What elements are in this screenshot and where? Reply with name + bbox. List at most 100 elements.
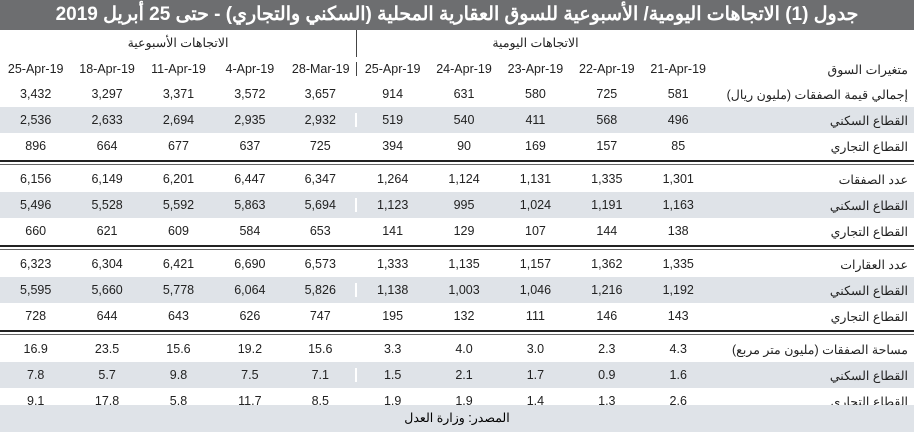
table-body: 3,432 3,297 3,371 3,572 3,657 914 631 580 725 581… bbox=[0, 81, 914, 414]
daily-value: 2.1 bbox=[455, 368, 473, 382]
weekly-date-header: 25-Apr-19 bbox=[7, 62, 64, 76]
group-separator bbox=[0, 160, 914, 165]
weekly-value: 2,932 bbox=[286, 113, 357, 127]
daily-value: 1,135 bbox=[448, 257, 480, 271]
daily-value: 2.6 bbox=[669, 394, 687, 408]
weekly-value: 6,573 bbox=[286, 257, 357, 271]
weekly-value: 5.8 bbox=[169, 394, 188, 408]
daily-value: 146 bbox=[596, 309, 618, 323]
table-row: 728 644 643 626 747 195 132 111 146 143 القطاع الت… bbox=[0, 303, 914, 329]
daily-value: 107 bbox=[525, 224, 546, 238]
weekly-value: 725 bbox=[286, 139, 357, 153]
daily-date-header: 23-Apr-19 bbox=[507, 62, 564, 76]
weekly-value: 653 bbox=[286, 224, 357, 238]
daily-value: 631 bbox=[453, 87, 475, 101]
daily-date-header: 24-Apr-19 bbox=[436, 62, 492, 76]
daily-value: 1,131 bbox=[519, 172, 552, 186]
weekly-value: 15.6 bbox=[166, 342, 191, 356]
weekly-value: 7.1 bbox=[286, 368, 357, 382]
weekly-value: 3,371 bbox=[162, 87, 195, 101]
weekly-value: 609 bbox=[168, 224, 189, 238]
weekly-value: 896 bbox=[25, 139, 47, 153]
weekly-value: 7.8 bbox=[27, 368, 45, 382]
weekly-value: 747 bbox=[286, 309, 357, 323]
weekly-value: 11.7 bbox=[238, 394, 262, 408]
weekly-value: 6,156 bbox=[20, 172, 52, 186]
daily-value: 1,192 bbox=[662, 283, 694, 297]
group-header-row: الاتجاهات الأسبوعية الاتجاهات اليومية bbox=[0, 30, 914, 57]
weekly-value: 626 bbox=[239, 309, 261, 323]
daily-value: 1.4 bbox=[526, 394, 545, 408]
table-title: جدول (1) الاتجاهات اليومية/ الأسبوعية لل… bbox=[0, 0, 914, 30]
table-row: 5,595 5,660 5,778 6,064 5,826 1,138 1,003 1,046… bbox=[0, 277, 914, 303]
row-label: القطاع السكني bbox=[829, 368, 908, 383]
weekly-value: 728 bbox=[25, 309, 47, 323]
daily-value: 1,264 bbox=[377, 172, 409, 186]
weekly-value: 677 bbox=[168, 139, 189, 153]
daily-value: 1,191 bbox=[591, 198, 623, 212]
table-row: 896 664 677 637 725 394 90 169 157 85 القطاع التجا… bbox=[0, 133, 914, 159]
weekly-value: 8.5 bbox=[286, 394, 357, 408]
daily-value: 914 bbox=[382, 87, 404, 101]
weekly-value: 621 bbox=[96, 224, 118, 238]
weekly-value: 2,935 bbox=[234, 113, 266, 127]
daily-date-header: 25-Apr-19 bbox=[364, 62, 421, 76]
daily-value: 1.6 bbox=[669, 368, 687, 382]
weekly-value: 3,572 bbox=[234, 87, 266, 101]
weekly-value: 2,536 bbox=[20, 113, 52, 127]
weekly-header: الاتجاهات الأسبوعية bbox=[0, 30, 357, 57]
weekly-value: 5,496 bbox=[20, 198, 52, 212]
daily-value: 0.9 bbox=[598, 368, 616, 382]
daily-value: 568 bbox=[596, 113, 618, 127]
weekly-date-header: 28-Mar-19 bbox=[286, 62, 357, 76]
daily-value: 1,362 bbox=[591, 257, 623, 271]
weekly-value: 5,694 bbox=[286, 198, 357, 212]
daily-value: 1,335 bbox=[591, 172, 623, 186]
weekly-value: 660 bbox=[25, 224, 47, 238]
daily-value: 519 bbox=[382, 113, 404, 127]
daily-value: 1,216 bbox=[591, 283, 623, 297]
weekly-value: 6,149 bbox=[91, 172, 123, 186]
daily-value: 1,335 bbox=[662, 257, 694, 271]
weekly-value: 16.9 bbox=[23, 342, 48, 356]
table-row: 3,432 3,297 3,371 3,572 3,657 914 631 580 725 581… bbox=[0, 81, 914, 107]
daily-value: 1,138 bbox=[377, 283, 409, 297]
row-label: القطاع السكني bbox=[829, 198, 908, 213]
daily-value: 4.0 bbox=[455, 342, 473, 356]
daily-value: 725 bbox=[596, 87, 618, 101]
daily-value: 132 bbox=[453, 309, 475, 323]
daily-value: 580 bbox=[525, 87, 546, 101]
row-label: إجمالي قيمة الصفقات (مليون ريال) bbox=[726, 87, 908, 102]
daily-value: 394 bbox=[382, 139, 404, 153]
daily-value: 195 bbox=[382, 309, 404, 323]
weekly-value: 6,201 bbox=[162, 172, 195, 186]
daily-value: 85 bbox=[671, 139, 686, 153]
row-label: مساحة الصفقات (مليون متر مربع) bbox=[732, 342, 908, 357]
daily-value: 1,124 bbox=[448, 172, 480, 186]
table-row: 5,496 5,528 5,592 5,863 5,694 1,123 995 1,024 1,… bbox=[0, 192, 914, 218]
daily-value: 129 bbox=[453, 224, 475, 238]
group-separator bbox=[0, 330, 914, 335]
weekly-value: 9.8 bbox=[169, 368, 188, 382]
weekly-value: 9.1 bbox=[27, 394, 45, 408]
weekly-value: 3,432 bbox=[20, 87, 52, 101]
weekly-value: 6,347 bbox=[286, 172, 357, 186]
group-separator bbox=[0, 245, 914, 250]
weekly-value: 664 bbox=[96, 139, 118, 153]
weekly-value: 7.5 bbox=[241, 368, 259, 382]
daily-value: 141 bbox=[382, 224, 404, 238]
daily-value: 496 bbox=[667, 113, 689, 127]
weekly-value: 637 bbox=[239, 139, 261, 153]
daily-value: 138 bbox=[667, 224, 689, 238]
table-row: 660 621 609 584 653 141 129 107 144 138 القطاع الت… bbox=[0, 218, 914, 244]
weekly-value: 5.7 bbox=[98, 368, 116, 382]
source-note: المصدر: وزارة العدل bbox=[0, 405, 914, 432]
table-row: 6,156 6,149 6,201 6,447 6,347 1,264 1,124 1,131… bbox=[0, 166, 914, 192]
weekly-value: 5,863 bbox=[234, 198, 266, 212]
daily-value: 1,333 bbox=[377, 257, 409, 271]
weekly-value: 5,528 bbox=[91, 198, 123, 212]
daily-value: 1.9 bbox=[383, 394, 402, 408]
daily-value: 2.3 bbox=[598, 342, 616, 356]
weekly-value: 23.5 bbox=[94, 342, 120, 356]
weekly-date-header: 11-Apr-19 bbox=[151, 62, 206, 76]
